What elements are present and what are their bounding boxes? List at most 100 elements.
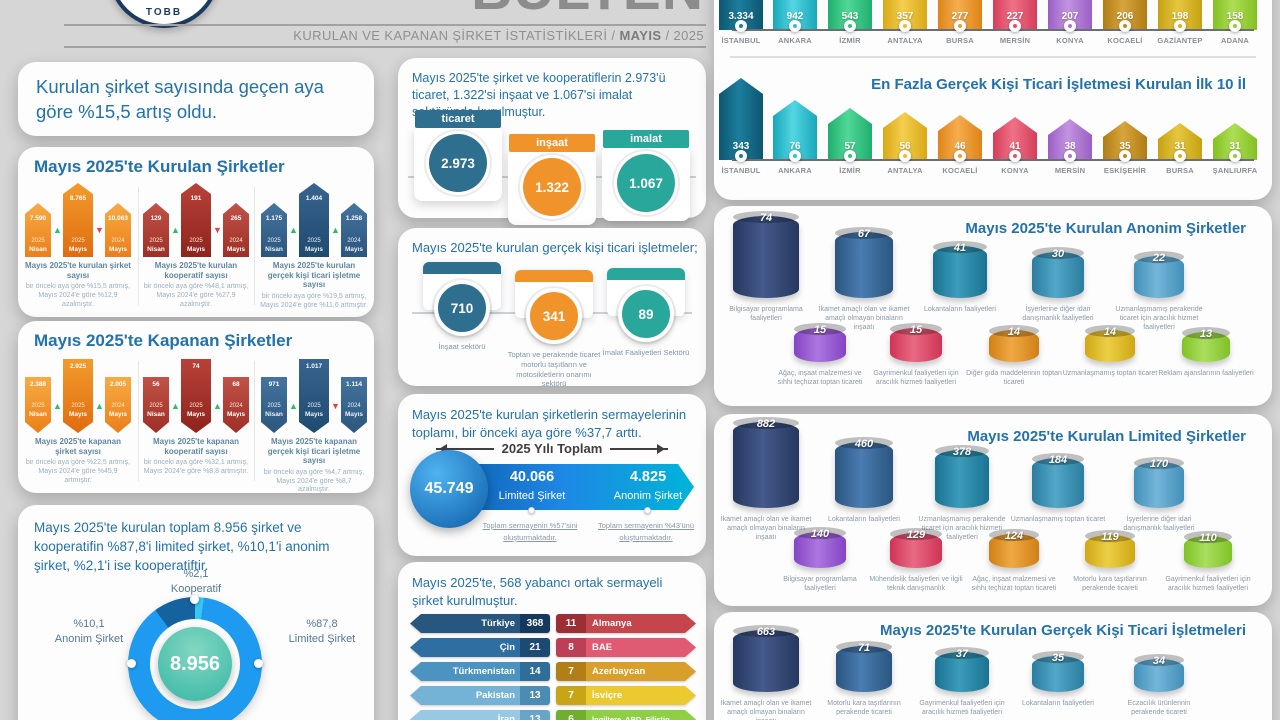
country-value: 368 — [520, 614, 550, 633]
city-label: İZMİR — [839, 36, 861, 45]
trend-up-icon — [289, 225, 297, 235]
bar-mayis-2024: 1.114 2024 Mayıs — [341, 377, 367, 433]
bar-value: 74 — [192, 363, 200, 370]
country-label: Almanya — [586, 614, 696, 633]
sector-panel: 1.322 — [508, 149, 596, 225]
bar-value: 1.114 — [346, 381, 362, 388]
gk-city-marker-ankara: 76 ANKARA — [768, 78, 822, 175]
city-value: 942 — [786, 11, 804, 22]
country-label: Pakistan — [410, 686, 520, 705]
trend-down-icon — [213, 225, 221, 235]
limited-item: 184 Uzmanlaşmamış toptan ticaret — [1008, 422, 1108, 524]
subtitle-year: / 2025 — [665, 28, 704, 43]
limited-card: Mayıs 2025'te Kurulan Limited Şirketler … — [714, 414, 1272, 606]
cylinder-label: Ağaç, inşaat malzemesi ve sıhhi teçhizat… — [777, 370, 863, 387]
bar-mayis-2025: 2.925 2025 Mayıs — [63, 359, 93, 433]
kapanan-title: Mayıs 2025'te Kapanan Şirketler — [34, 331, 293, 350]
anonim-item: 22 Uzmanlaşmamış perakende ticaret için a… — [1104, 216, 1214, 332]
trend-up-icon — [171, 401, 179, 411]
country-value: 8 — [556, 638, 586, 657]
country-row-isvicre: 7 İsviçre — [556, 686, 696, 705]
bar-period: 2025 Mayıs — [186, 403, 206, 418]
bar-period: 2024 Mayıs — [108, 238, 128, 253]
bar-period: 2025 Nisan — [147, 238, 165, 253]
cylinder-value: 37 — [955, 648, 969, 660]
anonim-card: Mayıs 2025'te Kurulan Anonim Şirketler 7… — [714, 206, 1272, 406]
sermaye-title: Mayıs 2025'te kurulan şirketlerin sermay… — [412, 407, 687, 440]
top-cities-card: 3.334 İSTANBUL 942 ANKARA 543 İZMİR 357 ANTA… — [714, 0, 1272, 200]
gk-city-marker-antalya: 56 ANTALYA — [878, 78, 932, 175]
donut-total: 8.956 — [158, 627, 232, 701]
cylinder-label: İkamet amaçlı olan ve ikamet amaçlı olma… — [720, 516, 812, 542]
cylinder-label: İşyerlerine diğer idari danışmanlık faal… — [1022, 306, 1094, 323]
bar-period: 2025 Nisan — [265, 238, 283, 253]
marker-node — [789, 20, 801, 32]
gk-city-marker-istanbul: 343 İSTANBUL — [714, 78, 768, 175]
city-label: MERSİN — [999, 36, 1031, 45]
group-note: bir önceki aya göre %15,5 artmış, Mayıs … — [25, 283, 131, 308]
city-label: KOCAELİ — [942, 166, 978, 175]
bar-mayis-2025: 1.017 2025 Mayıs — [299, 359, 329, 433]
city-value: 3.334 — [728, 11, 754, 22]
trend-up-icon — [53, 225, 61, 235]
arrow-left-icon — [435, 443, 494, 454]
city-label: İSTANBUL — [721, 166, 761, 175]
bar-value: 1.017 — [305, 363, 323, 370]
group-caption: Mayıs 2025'te kurulan şirket sayısı — [25, 261, 131, 280]
trend-down-icon — [331, 401, 339, 411]
cylinder-value: 67 — [857, 228, 871, 240]
cylinder-label: Lokantaların faaliyetleri — [1022, 700, 1094, 707]
bar-period: 2025 Nisan — [29, 238, 47, 253]
donut-node — [190, 595, 199, 604]
gk-item-imalat: 89 İmalat Faaliyetleri Sektörü — [598, 268, 694, 358]
city-value: 227 — [1006, 11, 1024, 22]
bar-nisan-2025: 7.590 2025 Nisan — [25, 203, 51, 257]
group-note: bir önceki aya göre %48,1 artmış, Mayıs … — [143, 283, 249, 308]
country-value: 13 — [520, 686, 550, 705]
cylinder-value: 460 — [854, 438, 874, 450]
country-label: Türkmenistan — [410, 662, 520, 681]
sector-panel: 2.973 — [414, 125, 502, 201]
bar-value: 56 — [152, 381, 160, 388]
group-note: bir önceki aya göre %4,7 artmış, Mayıs 2… — [263, 468, 365, 494]
country-label: BAE — [586, 638, 696, 657]
item-label: Toptan ve perakende ticaret motorlu taşı… — [507, 350, 601, 389]
bar-period: 2025 Mayıs — [68, 238, 88, 253]
cylinder-label: Uzmanlaşmamış perakende ticaret için ara… — [918, 516, 1006, 542]
city-label: ESKİŞEHİR — [1103, 166, 1147, 175]
cylinder-value: 378 — [952, 446, 972, 458]
gercek-kisi-isletmeleri-title: Mayıs 2025'te Kurulan Gerçek Kişi Ticari… — [880, 622, 1246, 639]
limited-item: 110 Gayrimenkul faaliyetleri için aracılı… — [1156, 531, 1260, 593]
item-value: 89 — [618, 286, 674, 342]
city-value: 207 — [1061, 11, 1079, 22]
bar-period: 2025 Mayıs — [186, 238, 206, 253]
city-value: 543 — [841, 11, 859, 22]
group-caption: Mayıs 2025'te kurulan gerçek kişi ticari… — [267, 261, 361, 290]
bar-value: 2.388 — [29, 381, 47, 388]
sector-value: 1.322 — [523, 158, 581, 216]
city-label: ADANA — [1220, 36, 1250, 45]
cylinder-label: Eczacılık ürünlerinin perakende ticareti — [1127, 700, 1191, 717]
cylinder-label: Gayrimenkul faaliyetleri için aracılık h… — [919, 700, 1005, 717]
cylinder-value: 140 — [810, 528, 830, 540]
cylinder-value: 15 — [909, 324, 923, 336]
city-marker-antalya: 357 ANTALYA — [878, 0, 932, 45]
country-value: 21 — [520, 638, 550, 657]
sector-badge-insaat: inşaat 1.322 — [506, 134, 598, 225]
item-banner — [515, 270, 593, 282]
subtitle-month: MAYIS — [619, 28, 662, 43]
bar-value: 971 — [268, 381, 280, 388]
cylinder-label: Uzmanlaşmamış perakende ticaret için ara… — [1115, 306, 1203, 332]
city-value: 31 — [1229, 141, 1241, 152]
city-value: 76 — [789, 141, 801, 152]
bar-nisan-2025: 56 2025 Nisan — [143, 377, 169, 433]
divider — [138, 187, 139, 305]
bar-mayis-2024: 265 2024 Mayıs — [223, 203, 249, 257]
limited-item: 170 İşyerlerine diğer idari danışmanlık f… — [1104, 422, 1214, 533]
city-marker-bursa: 277 BURSA — [933, 0, 987, 45]
country-row-pakistan: Pakistan 13 — [410, 686, 550, 705]
